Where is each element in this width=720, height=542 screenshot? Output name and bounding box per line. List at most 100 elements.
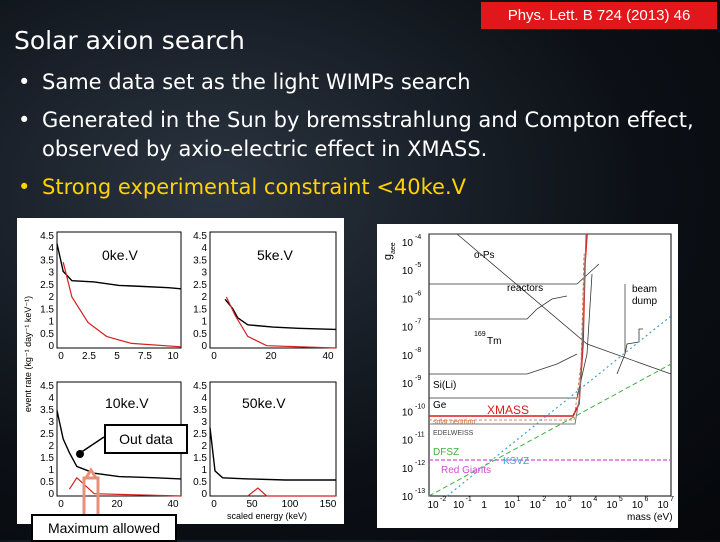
spectrum-ytick: 4: [48, 393, 54, 404]
exclusion-xtick-exp: 6: [644, 496, 648, 503]
curve-ops: [456, 233, 672, 375]
label-dump: dump: [632, 296, 657, 307]
spectrum-ytick: 0: [48, 489, 54, 500]
spectrum-xtick: 10: [167, 351, 179, 362]
spectrum-frame: [56, 231, 182, 349]
exclusion-frame: [428, 233, 672, 497]
spectrum-xtick: 0: [58, 499, 64, 510]
curve-solar-neutrino: [429, 253, 585, 421]
exclusion-xtick-exp: -2: [440, 496, 446, 503]
label-solar: solar neutrino: [433, 419, 476, 426]
spectrum-xtick: 0: [211, 351, 217, 362]
exclusion-xtick-base: 10: [555, 500, 567, 511]
label-tm-sup: 169: [474, 331, 486, 338]
spectrum-xtick: 0: [58, 351, 64, 362]
exclusion-ytick-exp: -13: [415, 488, 425, 495]
exclusion-ticks: 10-410-510-610-710-810-910-1010-1110-121…: [402, 234, 674, 511]
curve-beamdump: [616, 328, 643, 375]
bullet-dot: •: [18, 108, 31, 132]
spectrum-ytick: 4.5: [40, 231, 54, 242]
exclusion-xtick-base: 10: [606, 500, 618, 511]
spectrum-xtick: 7.5: [138, 351, 152, 362]
label-sili: Si(Li): [433, 380, 456, 391]
exclusion-ytick-exp: -12: [415, 460, 425, 467]
bullet-item: • Generated in the Sun by bremsstrahlung …: [14, 106, 714, 164]
exclusion-ytick-exp: -4: [415, 234, 421, 241]
spectrum-ytick: 0.5: [193, 477, 207, 488]
spectrum-ytick: 0: [201, 341, 207, 352]
curve-dfsz: [428, 363, 672, 497]
spectra-svg: event rate (kg⁻¹ day⁻¹ keV⁻¹) scaled ene…: [23, 231, 337, 521]
exclusion-ytick-base: 10: [402, 266, 414, 277]
spectrum-ytick: 2: [201, 441, 207, 452]
bullet-dot: •: [18, 70, 31, 94]
spectrum-xtick: 20: [265, 351, 277, 362]
bullet-text: Same data set as the light WIMPs search: [42, 70, 471, 94]
spectrum-xtick: 150: [320, 499, 337, 510]
bullet-dot: •: [18, 175, 31, 199]
bullet-text: Generated in the Sun by bremsstrahlung a…: [42, 108, 694, 161]
axion-signal-line: [62, 262, 182, 348]
spectrum-xtick: 40: [167, 499, 179, 510]
exclusion-xtick-base: 10: [427, 500, 439, 511]
spectrum-xtick: 50: [246, 499, 258, 510]
exclusion-ytick-base: 10: [402, 294, 414, 305]
bullet-list: • Same data set as the light WIMPs search…: [14, 68, 714, 211]
exclusion-xtick-base: 10: [581, 500, 593, 511]
exclusion-ytick-base: 10: [402, 238, 414, 249]
exclusion-xtick-base: 10: [657, 500, 669, 511]
spectrum-ytick: 4: [48, 243, 54, 254]
curve-ge: [429, 273, 593, 399]
label-redgiants: Red Giants: [441, 465, 491, 476]
exclusion-ytick-base: 10: [402, 351, 414, 362]
exclusion-ytick-exp: -7: [415, 319, 421, 326]
exclusion-xlabel: mass (eV): [627, 512, 673, 523]
spectrum-ytick: 1.5: [193, 304, 207, 315]
spectrum-ytick: 2.5: [40, 429, 54, 440]
label-ksvz: KSVZ: [503, 456, 529, 467]
max-allowed-callout: Maximum allowed: [31, 514, 177, 542]
out-data-callout: Out data: [104, 424, 188, 454]
spectrum-xtick: 0: [211, 499, 217, 510]
exclusion-xtick-base: 10: [504, 500, 516, 511]
spectrum-ytick: 1.5: [193, 453, 207, 464]
spectrum-ytick: 3: [201, 417, 207, 428]
spectra-ylabel: event rate (kg⁻¹ day⁻¹ keV⁻¹): [23, 296, 33, 412]
spectrum-xtick: 5: [114, 351, 120, 362]
exclusion-xtick-exp: 1: [517, 496, 521, 503]
label-reactors: reactors: [507, 283, 543, 294]
label-edelweiss: EDELWEISS: [433, 430, 474, 437]
spectrum-panel-label: 5ke.V: [257, 247, 293, 263]
spectrum-ytick: 2: [48, 441, 54, 452]
curve-sili: [429, 353, 578, 375]
label-tm: Tm: [487, 336, 501, 347]
spectrum-ytick: 1.5: [40, 304, 54, 315]
exclusion-ytick-base: 10: [402, 436, 414, 447]
label-ops: o-Ps: [474, 250, 495, 261]
spectrum-xtick: 20: [111, 499, 123, 510]
spectrum-ytick: 1.5: [40, 453, 54, 464]
spectrum-ytick: 4.5: [40, 381, 54, 392]
exclusion-ytick-exp: -5: [415, 262, 421, 269]
reference-badge: Phys. Lett. B 724 (2013) 46: [481, 2, 717, 29]
spectrum-xtick: 40: [322, 351, 334, 362]
exclusion-xtick-exp: 2: [542, 496, 546, 503]
spectrum-ytick: 3: [48, 417, 54, 428]
spectrum-ytick: 1: [48, 317, 54, 328]
exclusion-ytick-exp: -11: [415, 432, 425, 439]
exclusion-ytick-base: 10: [402, 407, 414, 418]
spectrum-ytick: 2: [201, 292, 207, 303]
ylabel-main: g: [382, 254, 394, 260]
exclusion-xtick-exp: 4: [593, 496, 597, 503]
spectra-figure: event rate (kg⁻¹ day⁻¹ keV⁻¹) scaled ene…: [17, 218, 344, 524]
axion-signal-line: [225, 296, 337, 349]
spectrum-ytick: 2.5: [193, 280, 207, 291]
spectrum-ytick: 2.5: [193, 429, 207, 440]
exclusion-ytick-base: 10: [402, 464, 414, 475]
exclusion-ytick-exp: -9: [415, 375, 421, 382]
spectrum-ytick: 0: [201, 489, 207, 500]
spectrum-ytick: 1: [201, 317, 207, 328]
spectrum-data-line: [56, 243, 182, 290]
exclusion-xtick-exp: 5: [619, 496, 623, 503]
spectrum-ytick: 0.5: [40, 329, 54, 340]
